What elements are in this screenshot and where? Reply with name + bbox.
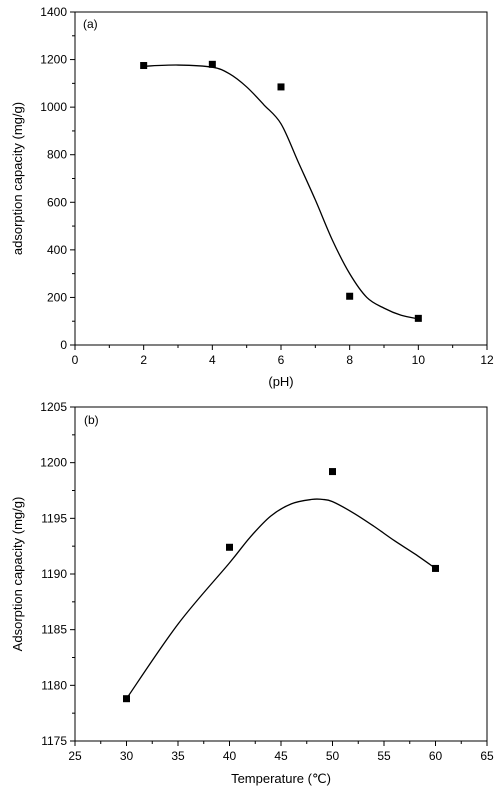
y-tick-label: 800 [47, 148, 67, 162]
data-point [346, 292, 354, 300]
y-tick-label: 1190 [41, 567, 67, 581]
x-axis-title: (pH) [268, 374, 293, 389]
x-tick-label: 60 [429, 749, 443, 763]
y-axis-title: Adsorption capacity (mg/g) [10, 497, 25, 652]
data-point [414, 314, 422, 322]
x-tick-label: 4 [209, 353, 216, 367]
x-tick-label: 2 [140, 353, 147, 367]
panel-label: (a) [83, 17, 98, 31]
chart-panel-1: 0 2 4 6 8 10 12 0 200 400 600 800 1000 1200 1400 (pH) ad… [10, 5, 494, 389]
x-tick-label: 35 [171, 749, 185, 763]
y-tick-label: 200 [47, 290, 67, 304]
data-point [277, 83, 285, 91]
chart-panel-2: 25 30 35 40 45 50 55 60 65 1175 1180 1185 1190 1195 12… [10, 400, 494, 786]
data-point [208, 60, 216, 68]
x-axis-title: Temperature (℃) [231, 771, 331, 786]
y-tick-label: 1185 [41, 623, 67, 637]
x-tick-label: 40 [223, 749, 237, 763]
x-tick-label: 25 [68, 749, 82, 763]
y-tick-label: 400 [47, 243, 67, 257]
plot-frame [74, 11, 488, 346]
x-tick-label: 50 [326, 749, 340, 763]
y-tick-label: 1400 [40, 5, 67, 19]
x-tick-label: 8 [346, 353, 353, 367]
y-tick-label: 1000 [40, 100, 67, 114]
y-tick-label: 1180 [41, 678, 67, 692]
x-tick-label: 12 [480, 353, 494, 367]
x-tick-label: 30 [120, 749, 134, 763]
y-tick-label: 1195 [41, 511, 67, 525]
y-tick-label: 1175 [41, 734, 67, 748]
x-tick-label: 55 [377, 749, 391, 763]
x-tick-label: 45 [274, 749, 288, 763]
data-point [140, 62, 148, 70]
y-tick-label: 1205 [40, 400, 67, 414]
x-tick-label: 10 [412, 353, 426, 367]
y-tick-label: 600 [47, 195, 67, 209]
fit-curve [143, 64, 419, 320]
x-tick-label: 0 [72, 353, 79, 367]
data-point [432, 564, 439, 572]
data-point [123, 695, 130, 703]
panel-label: (b) [84, 413, 99, 427]
y-tick-label: 1200 [40, 456, 67, 470]
x-tick-label: 65 [480, 749, 494, 763]
fit-curve [125, 498, 436, 700]
y-tick-label: 0 [60, 338, 67, 352]
y-axis-title: adsorption capacity (mg/g) [10, 102, 25, 255]
y-tick-label: 1200 [40, 53, 67, 67]
data-point [226, 543, 233, 551]
plot-frame [74, 406, 488, 742]
x-tick-label: 6 [278, 353, 285, 367]
data-point [329, 468, 336, 476]
